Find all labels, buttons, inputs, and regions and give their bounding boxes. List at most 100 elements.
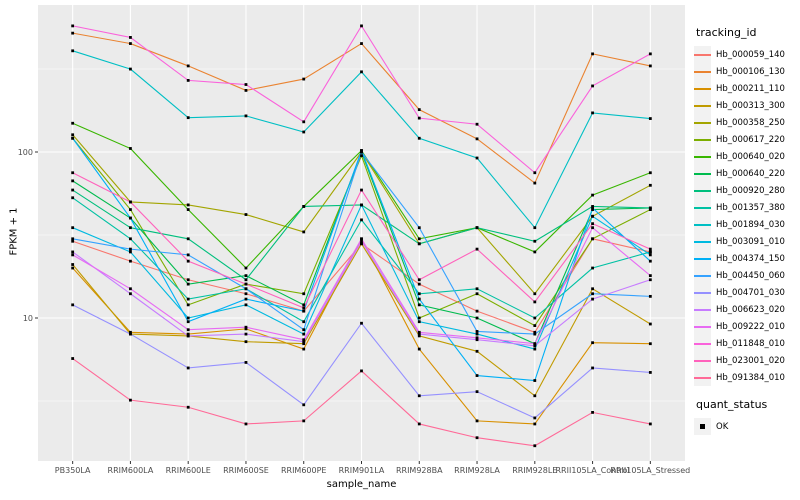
legend-key — [694, 199, 711, 216]
data-point — [475, 122, 479, 126]
x-tick-label: RRIM928BA — [396, 466, 443, 475]
data-point — [591, 206, 594, 210]
data-point — [71, 136, 75, 140]
data-point — [302, 320, 306, 324]
data-point — [302, 205, 306, 208]
data-point — [417, 108, 421, 112]
data-point — [186, 405, 190, 409]
legend-label: Hb_000211_110 — [716, 83, 785, 94]
data-point — [417, 226, 421, 230]
legend-title-quant-status: quant_status — [696, 398, 768, 411]
data-point — [648, 322, 652, 326]
x-tick-label: RRIM928LA — [454, 466, 500, 475]
line-swatch-icon — [694, 190, 711, 192]
data-point — [475, 156, 479, 160]
data-point — [533, 344, 537, 348]
data-point — [417, 116, 421, 120]
data-point — [244, 278, 248, 282]
legend-key — [694, 284, 711, 301]
data-point — [360, 321, 363, 325]
data-point — [533, 239, 537, 243]
legend-key — [694, 301, 711, 318]
data-point — [591, 193, 594, 197]
data-point — [417, 347, 421, 351]
data-point — [186, 253, 190, 257]
line-swatch-icon — [694, 377, 711, 379]
data-point — [71, 237, 75, 241]
data-point — [533, 292, 537, 296]
data-point — [244, 83, 248, 86]
data-point — [475, 137, 479, 141]
data-point — [186, 332, 190, 336]
data-point — [186, 116, 190, 120]
legend-item: Hb_001357_380 — [694, 199, 800, 216]
data-point — [417, 422, 421, 426]
data-point — [591, 222, 594, 226]
data-point — [591, 84, 594, 88]
data-point — [302, 230, 306, 234]
data-point — [302, 309, 306, 313]
line-swatch-icon — [694, 275, 711, 277]
data-point — [71, 133, 75, 137]
data-point — [244, 89, 248, 92]
line-swatch-icon — [694, 241, 711, 243]
data-point — [71, 179, 75, 183]
data-point — [360, 203, 363, 207]
line-swatch-icon — [694, 173, 711, 175]
line-swatch-icon — [694, 88, 711, 90]
data-point — [475, 287, 479, 291]
data-point — [244, 303, 248, 307]
legend-key — [694, 369, 711, 386]
data-point — [417, 282, 421, 286]
data-point — [302, 306, 306, 310]
legend-label: Hb_000640_220 — [716, 168, 785, 179]
data-point — [129, 147, 132, 150]
data-point — [475, 349, 479, 353]
data-point — [648, 253, 652, 257]
data-point — [648, 171, 652, 175]
line-swatch-icon — [694, 139, 711, 141]
data-point — [475, 436, 479, 440]
data-point — [186, 297, 190, 301]
data-point — [591, 410, 594, 414]
data-point — [360, 242, 363, 246]
data-point — [417, 332, 421, 336]
data-point — [360, 42, 363, 45]
data-point — [648, 208, 652, 211]
legend-item: Hb_004450_060 — [694, 267, 800, 284]
data-point — [71, 49, 75, 53]
legend-item: Hb_000358_250 — [694, 114, 800, 131]
x-tick-label: RRIM600PE — [281, 466, 327, 475]
data-point — [591, 111, 594, 115]
data-point — [302, 340, 306, 344]
line-swatch-icon — [694, 105, 711, 107]
data-point — [648, 342, 652, 346]
legend-item: Hb_000617_220 — [694, 131, 800, 148]
data-point — [244, 422, 248, 426]
data-point — [71, 239, 75, 243]
data-point — [71, 31, 75, 35]
data-point — [244, 287, 248, 291]
data-point — [417, 394, 421, 398]
data-point — [591, 341, 594, 345]
data-point — [533, 324, 537, 327]
data-point — [129, 398, 132, 402]
legend-key — [694, 46, 711, 63]
data-point — [129, 332, 132, 336]
legend-label: Hb_091384_010 — [716, 372, 785, 383]
x-tick-label: RRII105LA_Control — [556, 466, 630, 475]
y-tick-label: 10 — [23, 314, 33, 323]
data-point — [244, 282, 248, 286]
legend-key — [694, 182, 711, 199]
data-point — [186, 64, 190, 68]
legend-item: Hb_000640_220 — [694, 165, 800, 182]
data-point — [648, 64, 652, 68]
data-point — [648, 247, 652, 251]
data-point — [475, 390, 479, 394]
data-point — [533, 226, 537, 230]
data-point — [591, 52, 594, 56]
data-point — [244, 114, 248, 118]
data-point — [475, 332, 479, 336]
line-swatch-icon — [694, 292, 711, 294]
data-point — [129, 226, 132, 230]
